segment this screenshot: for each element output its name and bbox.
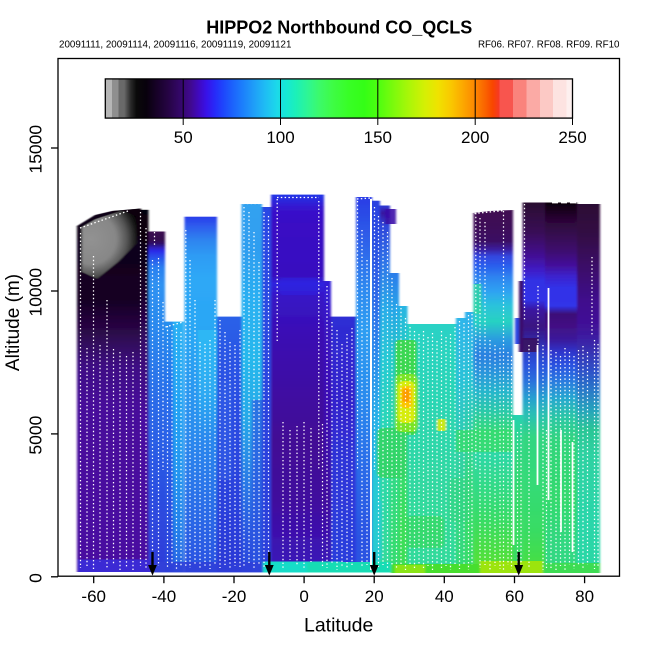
svg-text:100: 100 (266, 128, 294, 147)
svg-text:20: 20 (365, 587, 384, 606)
svg-text:60: 60 (505, 587, 524, 606)
svg-text:HIPPO2 Northbound CO_QCLS: HIPPO2 Northbound CO_QCLS (206, 18, 472, 38)
svg-text:0: 0 (299, 587, 308, 606)
svg-text:-60: -60 (81, 587, 106, 606)
svg-text:15000: 15000 (26, 125, 46, 174)
svg-text:200: 200 (461, 128, 489, 147)
svg-text:20091111, 20091114, 20091116,: 20091111, 20091114, 20091116, 20091119, … (59, 40, 291, 51)
svg-text:Latitude: Latitude (304, 614, 373, 636)
svg-text:10000: 10000 (26, 268, 46, 317)
svg-text:5000: 5000 (26, 415, 46, 454)
svg-text:0: 0 (26, 573, 46, 583)
svg-text:-20: -20 (222, 587, 247, 606)
svg-text:40: 40 (435, 587, 454, 606)
svg-text:80: 80 (575, 587, 594, 606)
svg-text:50: 50 (174, 128, 193, 147)
svg-text:RF06. RF07. RF08. RF09. RF10: RF06. RF07. RF08. RF09. RF10 (478, 40, 620, 51)
svg-text:150: 150 (364, 128, 392, 147)
svg-text:-40: -40 (152, 587, 177, 606)
svg-text:250: 250 (558, 128, 586, 147)
svg-text:Altitude (m): Altitude (m) (3, 274, 24, 371)
